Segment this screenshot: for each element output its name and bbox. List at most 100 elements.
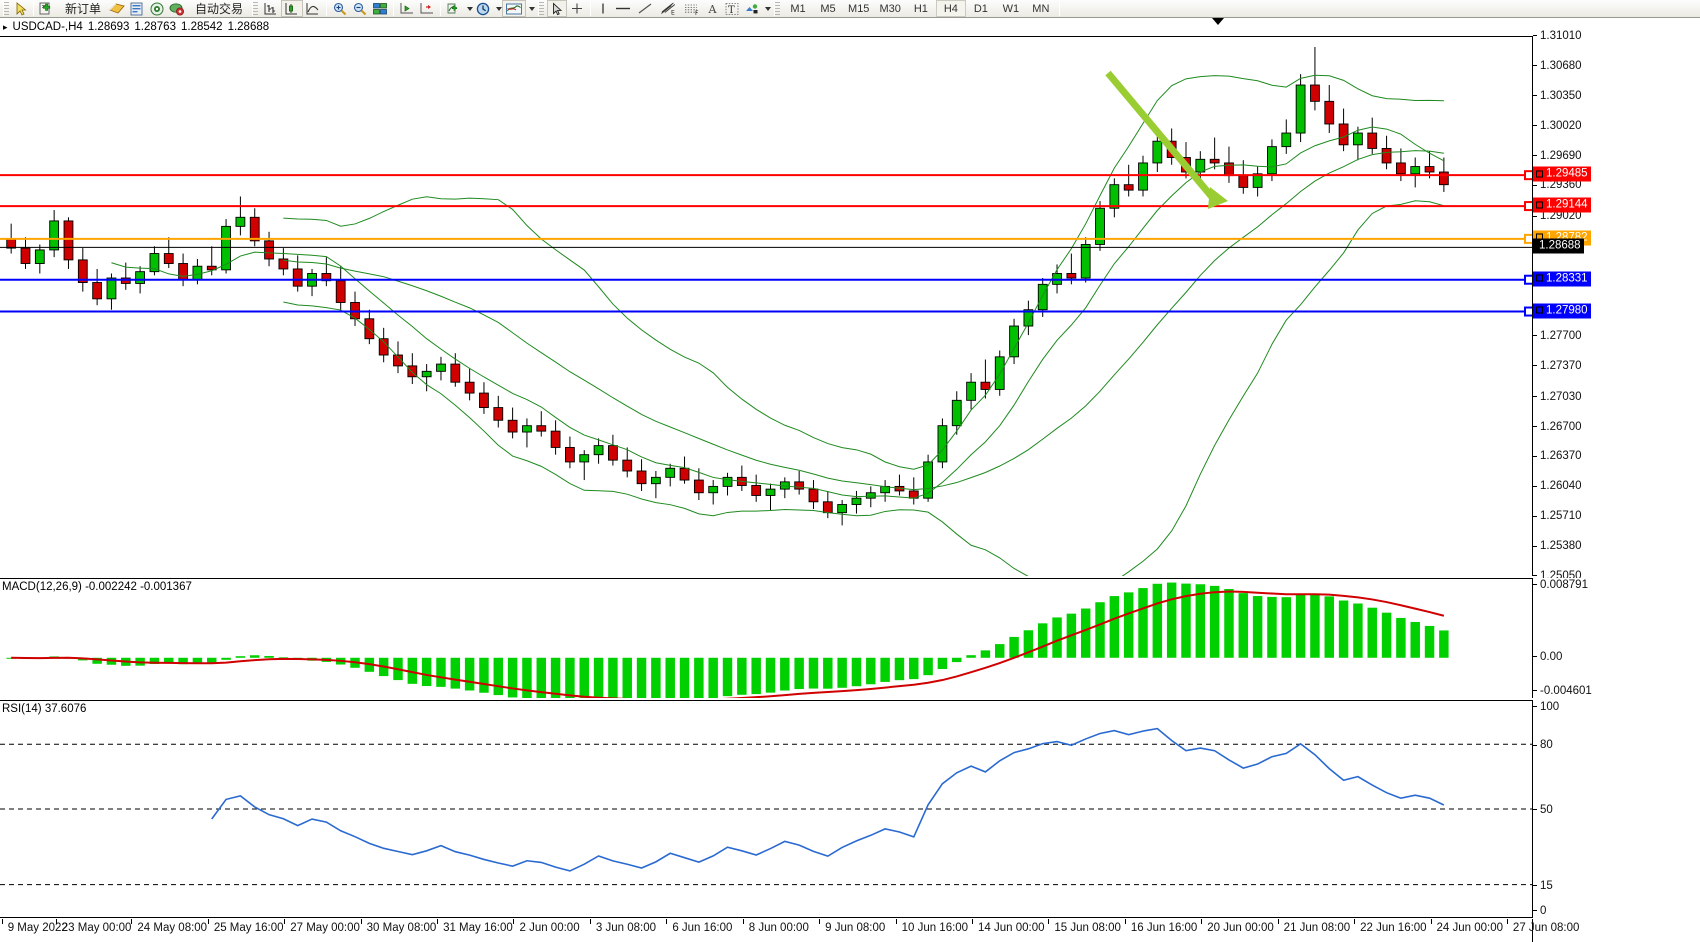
rsi-axis-tick: 80 <box>1533 739 1553 751</box>
data-window-icon[interactable] <box>127 0 147 17</box>
time-axis-tick <box>207 919 209 924</box>
time-axis-tick <box>742 919 744 924</box>
crosshair-icon[interactable] <box>567 0 587 17</box>
time-axis-label: 21 Jun 08:00 <box>1283 922 1351 934</box>
time-axis-label: 8 Jun 00:00 <box>748 922 809 934</box>
navigator-icon[interactable] <box>147 0 167 17</box>
toolbar-separator-6 <box>1058 1 1060 16</box>
period-dropdown-icon[interactable] <box>496 6 503 11</box>
toolbar-separator-2 <box>326 1 328 16</box>
svg-text:F: F <box>695 9 699 15</box>
timeframe-mn[interactable]: MN <box>1032 2 1050 15</box>
symbol-info-bar: ▸ USDCAD-,H4 1.28693 1.28763 1.28542 1.2… <box>0 19 1700 35</box>
indicators-dropdown-icon[interactable] <box>467 6 474 11</box>
price-axis-tick: 1.27370 <box>1533 360 1582 372</box>
line-chart-icon[interactable] <box>303 0 323 17</box>
toolbar-grip-2[interactable] <box>252 1 259 16</box>
toolbar-separator-4 <box>440 1 442 16</box>
text-icon[interactable]: A <box>704 0 722 17</box>
ohlc-close: 1.28688 <box>227 21 270 33</box>
time-axis-tick <box>1201 919 1203 924</box>
rsi-axis-tick: 50 <box>1533 804 1553 816</box>
rsi-indicator-pane[interactable]: RSI(14) 37.6076 <box>0 700 1533 918</box>
zoom-in-icon[interactable] <box>330 0 350 17</box>
timeframe-m15[interactable]: M15 <box>848 2 870 15</box>
chart-scroll-marker-icon[interactable] <box>1212 18 1224 25</box>
time-axis-label: 6 Jun 16:00 <box>672 922 733 934</box>
tile-windows-icon[interactable] <box>370 0 390 17</box>
auto-trading-icon[interactable] <box>167 0 187 17</box>
timeframe-m30[interactable]: M30 <box>879 2 901 15</box>
last-price-tag[interactable]: 1.28688 <box>1533 238 1584 254</box>
timeframe-h1[interactable]: H1 <box>913 2 928 15</box>
time-axis-label: 3 Jun 08:00 <box>595 922 657 934</box>
select-cursor-icon[interactable] <box>547 0 568 17</box>
price-level-tag[interactable]: 1.29144 <box>1533 197 1591 213</box>
time-axis-label: 15 Jun 08:00 <box>1054 922 1121 934</box>
timeframe-h4[interactable]: H4 <box>935 0 966 17</box>
svg-text:E: E <box>671 9 675 15</box>
time-axis-label: 14 Jun 00:00 <box>978 922 1045 934</box>
auto-scroll-icon[interactable] <box>417 0 437 17</box>
new-order-icon[interactable] <box>37 0 57 17</box>
time-axis-label: 2 Jun 00:00 <box>519 922 580 934</box>
toolbar-grip[interactable] <box>3 1 9 16</box>
macd-axis-tick: 0.008791 <box>1533 579 1588 591</box>
ohlc-open: 1.28693 <box>87 21 130 33</box>
time-axis[interactable]: 9 May 2022 23 May 00:00 24 May 08:00 25 May… <box>0 919 1579 942</box>
price-axis[interactable]: 1.31010 1.30680 1.30350 1.30020 1.29690 1.293… <box>1533 30 1700 582</box>
price-axis-tick: 1.25380 <box>1533 540 1582 552</box>
macd-indicator-pane[interactable]: MACD(12,26,9) -0.002242 -0.001367 <box>0 578 1533 698</box>
toolbar-separator <box>33 1 34 16</box>
period-icon[interactable] <box>473 0 493 17</box>
price-level-tag[interactable]: 1.29485 <box>1533 166 1591 182</box>
time-axis-tick <box>1124 919 1126 924</box>
candlestick-chart-icon[interactable] <box>281 0 304 17</box>
price-axis-tick: 1.26700 <box>1533 421 1582 433</box>
price-axis-tick: 1.29360 <box>1533 179 1582 191</box>
price-level-tag[interactable]: 1.27980 <box>1533 303 1591 319</box>
time-axis-label: 31 May 16:00 <box>443 922 513 934</box>
fibonacci-icon[interactable]: E <box>656 0 680 17</box>
time-axis-tick <box>1 919 3 924</box>
shapes-icon[interactable] <box>742 0 762 17</box>
templates-icon[interactable] <box>502 0 527 17</box>
ohlc-low: 1.28542 <box>180 21 223 33</box>
time-axis-tick <box>1354 919 1356 924</box>
price-axis-tick: 1.30020 <box>1533 120 1582 132</box>
time-axis-label: 27 May 00:00 <box>290 922 360 934</box>
time-axis-tick <box>666 919 668 924</box>
price-axis-tick: 1.29690 <box>1533 150 1582 162</box>
expert-advisor-icon[interactable] <box>107 0 127 17</box>
trendline-icon[interactable] <box>634 0 656 17</box>
timeframe-w1[interactable]: W1 <box>1002 2 1020 15</box>
toolbar-grip-3[interactable] <box>538 1 545 16</box>
bar-chart-icon[interactable] <box>261 0 281 17</box>
rsi-chart-canvas <box>0 727 1532 886</box>
price-axis-tick: 1.26040 <box>1533 480 1582 492</box>
time-axis-label: 20 Jun 00:00 <box>1207 922 1274 934</box>
toolbar-grip-4[interactable] <box>774 1 781 16</box>
timeframe-m1[interactable]: M1 <box>790 2 806 15</box>
cursor-arrow-icon[interactable] <box>12 0 30 17</box>
zoom-out-icon[interactable] <box>350 0 370 17</box>
text-label-icon[interactable]: T <box>722 0 742 17</box>
timeframe-m5[interactable]: M5 <box>820 2 836 15</box>
price-axis-tick: 1.25710 <box>1533 510 1582 522</box>
shapes-dropdown-icon[interactable] <box>765 6 772 11</box>
price-chart-pane[interactable] <box>0 36 1533 576</box>
vertical-line-icon[interactable] <box>594 0 612 17</box>
symbol-name: USDCAD-,H4 <box>12 21 83 33</box>
macd-axis-tick: -0.004601 <box>1533 685 1592 697</box>
channel-icon[interactable]: F <box>680 0 704 17</box>
indicators-icon[interactable] <box>444 0 464 17</box>
chart-shift-icon[interactable] <box>397 0 417 17</box>
new-order-label[interactable]: 新订单 <box>65 2 102 16</box>
time-axis-label: 24 Jun 00:00 <box>1436 922 1504 934</box>
templates-dropdown-icon[interactable] <box>529 6 536 11</box>
auto-trading-label[interactable]: 自动交易 <box>195 2 244 16</box>
time-axis-tick <box>895 919 897 924</box>
timeframe-d1[interactable]: D1 <box>973 2 988 15</box>
price-level-tag[interactable]: 1.28331 <box>1533 271 1591 287</box>
horizontal-line-icon[interactable] <box>612 0 634 17</box>
